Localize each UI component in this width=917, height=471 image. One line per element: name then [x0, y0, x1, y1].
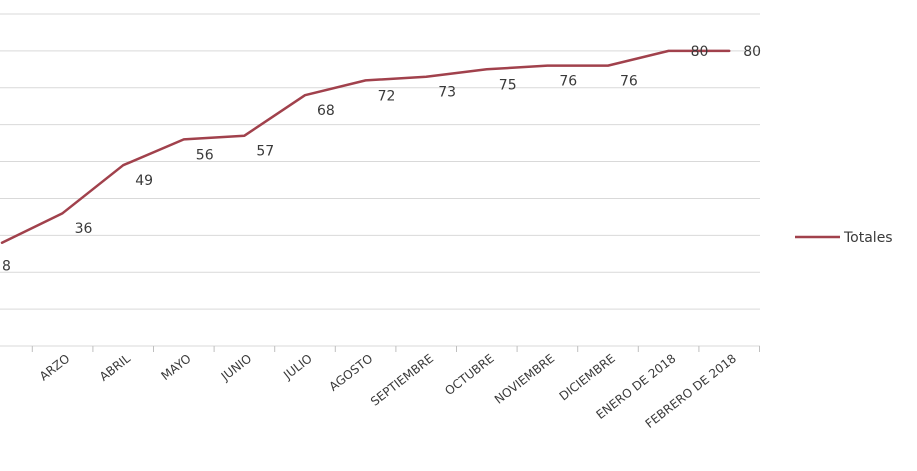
- data-label: 72: [378, 88, 396, 104]
- x-tick-label: ABRIL: [97, 351, 133, 384]
- data-label: 80: [743, 44, 761, 60]
- data-label: 75: [499, 77, 517, 93]
- data-label: 57: [256, 144, 274, 160]
- data-label: 56: [196, 147, 214, 163]
- data-label: 36: [75, 221, 93, 237]
- data-label: 8: [2, 259, 11, 275]
- data-label: 68: [317, 103, 335, 119]
- x-tick-label: JUNIO: [218, 351, 254, 384]
- data-label: 80: [691, 44, 709, 60]
- x-tick-label: ARZO: [37, 351, 73, 383]
- data-label: 76: [620, 74, 638, 90]
- data-label: 49: [135, 173, 153, 189]
- x-tick-label: OCTUBRE: [442, 351, 496, 398]
- data-labels: 8 36 49 56 57 68 72 73 75 76 76 80 80: [2, 44, 761, 275]
- x-tick-label: NOVIEMBRE: [492, 351, 557, 406]
- x-tick-label: JULIO: [280, 351, 315, 382]
- x-tick-label: SEPTIEMBRE: [368, 351, 436, 408]
- x-axis-ticks: [31, 346, 760, 352]
- series-line-totales: [0, 49, 731, 244]
- x-tick-label: MAYO: [158, 351, 193, 383]
- data-label: 73: [438, 85, 456, 101]
- gridlines: [0, 13, 760, 347]
- legend: Totales: [795, 230, 893, 246]
- data-label: 76: [559, 74, 577, 90]
- x-tick-label: AGOSTO: [327, 351, 376, 394]
- x-tick-label: DICIEMBRE: [557, 351, 618, 403]
- legend-label-totales: Totales: [843, 230, 893, 246]
